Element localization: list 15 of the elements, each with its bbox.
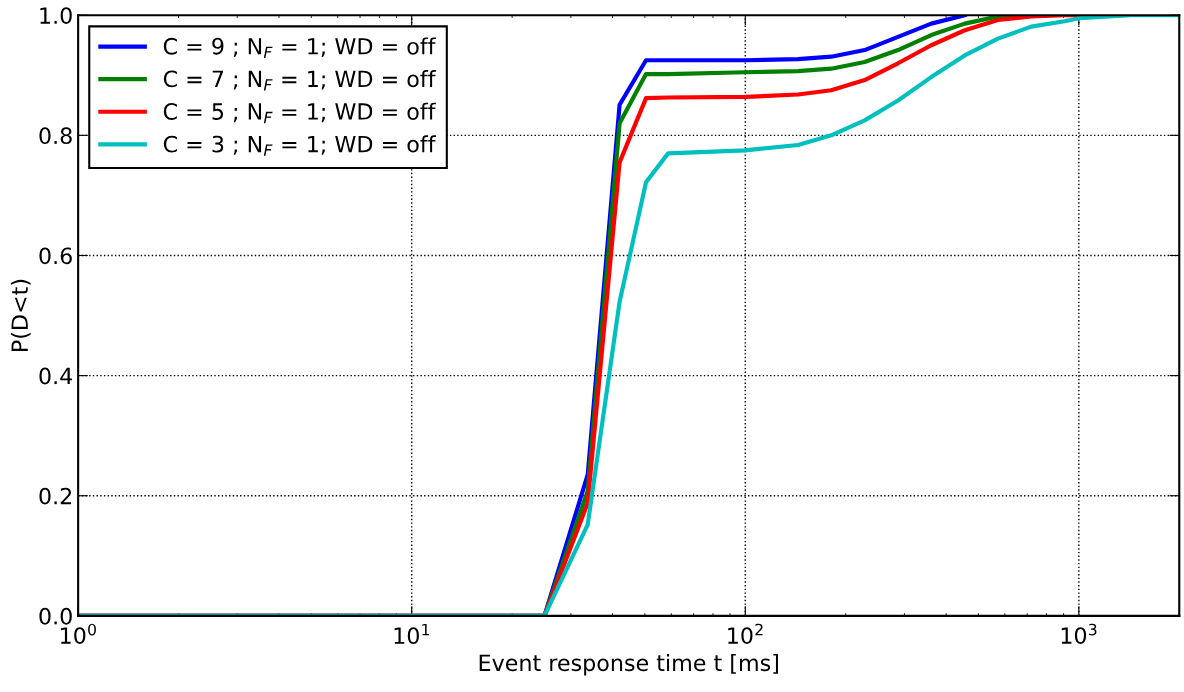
legend-label: C = 5 ; N$_{F}$ = 1; WD = off [163,102,436,124]
y-tick-label: 0.6 [39,247,72,265]
y-tick-label: 0.0 [39,607,72,625]
y-tick-label: 1.0 [40,7,72,24]
x-tick-label: 10$^{3}$ [1061,623,1097,645]
legend-label: C = 9 ; N$_{F}$ = 1; WD = off [163,37,436,58]
legend-label: C = 7 ; N$_{F}$ = 1; WD = off [163,70,436,91]
y-axis-title: P(D<t) [10,279,31,351]
legend-label: C = 3 ; N$_{F}$ = 1; WD = off [163,135,436,156]
x-axis-title: Event response time t [ms] [479,654,778,676]
y-tick-label: 0.2 [39,487,72,505]
x-tick-label: 10$^{2}$ [728,623,763,645]
y-tick-label: 0.4 [39,367,73,385]
y-tick-label: 0.8 [39,127,72,145]
x-tick-label: 10$^{1}$ [394,623,430,645]
